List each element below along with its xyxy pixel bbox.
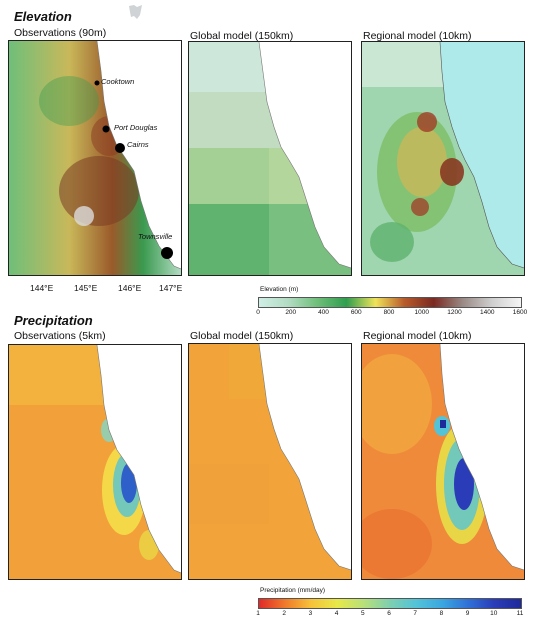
panel-title-elev-global: Global model (150km) <box>190 30 294 42</box>
map-precipitation-global <box>188 343 352 580</box>
city-marker-cairns <box>115 143 125 153</box>
city-label-port-douglas: Port Douglas <box>114 123 158 132</box>
panel-title-precip-global: Global model (150km) <box>190 330 294 342</box>
x-tick-145: 145°E <box>74 283 98 293</box>
city-marker-port-douglas <box>102 125 110 133</box>
precipitation-colorbar-tick: 8 <box>439 610 444 617</box>
tasmania-logo-icon <box>129 5 142 19</box>
city-label-cairns: Cairns <box>127 140 149 149</box>
city-marker-townsville <box>161 247 173 259</box>
colorbar-title-precipitation: Precipitation (mm/day) <box>260 587 326 594</box>
city-marker-cooktown <box>94 80 100 86</box>
precipitation-colorbar-tick: 6 <box>387 610 391 617</box>
elevation-colorbar-tick: 200 <box>285 309 297 316</box>
map-precipitation-observations <box>8 344 182 580</box>
panel-title-elev-regional: Regional model (10km) <box>363 30 472 42</box>
panel-title-elev-obs: Observations (90m) <box>14 27 107 39</box>
map-elevation-global <box>188 41 352 276</box>
map-elevation-observations <box>8 40 182 276</box>
elevation-colorbar-tick: 800 <box>383 309 395 316</box>
section-title-elevation: Elevation <box>14 9 72 24</box>
colorbar-title-elevation: Elevation (m) <box>260 286 299 293</box>
elevation-colorbar-tick: 1000 <box>414 309 429 316</box>
precipitation-colorbar-tick: 2 <box>282 610 286 617</box>
elevation-colorbar-tick: 600 <box>350 309 362 316</box>
precipitation-colorbar-tick: 5 <box>360 610 365 617</box>
map-precipitation-regional <box>361 343 525 580</box>
precipitation-colorbar-tick: 1 <box>256 610 260 617</box>
elevation-colorbar-tick: 400 <box>318 309 329 316</box>
precipitation-colorbar-tick: 3 <box>308 610 313 617</box>
panel-title-precip-regional: Regional model (10km) <box>363 330 472 342</box>
elevation-colorbar-tick: 0 <box>256 309 260 316</box>
section-title-precipitation: Precipitation <box>14 313 93 328</box>
precipitation-colorbar-tick: 11 <box>516 610 524 617</box>
precipitation-colorbar-tick: 4 <box>334 610 339 617</box>
elevation-colorbar-tick: 1600 <box>512 309 528 316</box>
city-label-cooktown: Cooktown <box>101 77 135 86</box>
x-tick-146: 146°E <box>118 283 142 293</box>
city-label-townsville: Townsville <box>138 232 173 241</box>
precipitation-colorbar-tick: 10 <box>490 610 498 617</box>
x-tick-144: 144°E <box>30 283 54 293</box>
colorbar-precipitation <box>258 598 522 609</box>
elevation-colorbar-tick: 1400 <box>480 309 495 316</box>
precipitation-colorbar-tick: 7 <box>413 610 417 617</box>
precipitation-colorbar-tick: 9 <box>465 610 470 617</box>
x-tick-147: 147°E <box>159 283 183 293</box>
colorbar-elevation <box>258 297 522 308</box>
panel-title-precip-obs: Observations (5km) <box>14 330 106 342</box>
map-elevation-regional <box>361 41 525 276</box>
elevation-colorbar-tick: 1200 <box>447 309 462 316</box>
